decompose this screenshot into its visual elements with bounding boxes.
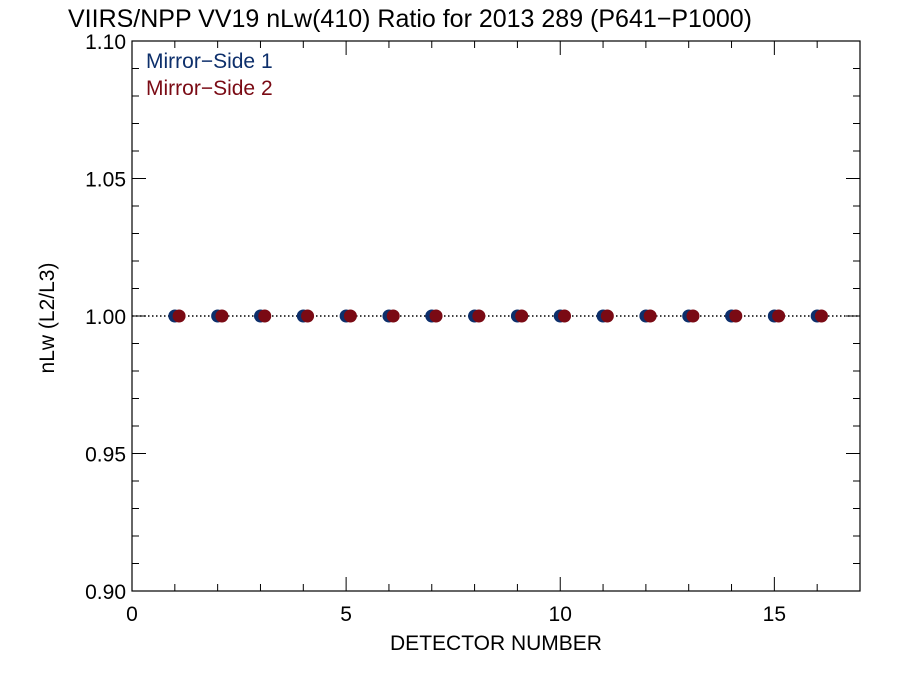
data-point — [301, 309, 315, 323]
x-axis-label: DETECTOR NUMBER — [390, 632, 602, 655]
data-point — [343, 309, 357, 323]
data-point — [386, 309, 400, 323]
data-point — [772, 309, 786, 323]
y-tick-label: 0.90 — [85, 581, 126, 604]
x-axis: 0 5 10 15 — [126, 41, 861, 626]
data-point — [729, 309, 743, 323]
data-point — [429, 309, 443, 323]
data-points — [168, 309, 828, 323]
y-axis-label: nLw (L2/L3) — [36, 263, 59, 374]
y-tick-label: 1.10 — [85, 31, 126, 54]
data-point — [643, 309, 657, 323]
y-tick-label: 0.95 — [85, 444, 126, 467]
data-point — [258, 309, 272, 323]
data-point — [600, 309, 614, 323]
y-tick-label: 1.05 — [85, 169, 126, 192]
legend-item-2: Mirror−Side 2 — [146, 77, 273, 100]
series-2 — [172, 309, 828, 323]
data-point — [515, 309, 529, 323]
y-axis: 0.90 0.95 1.00 1.05 1.10 — [85, 31, 860, 604]
y-tick-label: 1.00 — [85, 306, 126, 329]
data-point — [558, 309, 572, 323]
legend: Mirror−Side 1 Mirror−Side 2 — [146, 50, 273, 100]
data-point — [686, 309, 700, 323]
chart-title: VIIRS/NPP VV19 nLw(410) Ratio for 2013 2… — [68, 5, 752, 33]
x-tick-label: 5 — [340, 603, 352, 626]
x-tick-label: 0 — [126, 603, 138, 626]
x-tick-label: 10 — [549, 603, 572, 626]
data-point — [814, 309, 828, 323]
legend-item-1: Mirror−Side 1 — [146, 50, 273, 73]
x-tick-label: 15 — [763, 603, 786, 626]
data-point — [172, 309, 186, 323]
data-point — [215, 309, 229, 323]
data-point — [472, 309, 486, 323]
